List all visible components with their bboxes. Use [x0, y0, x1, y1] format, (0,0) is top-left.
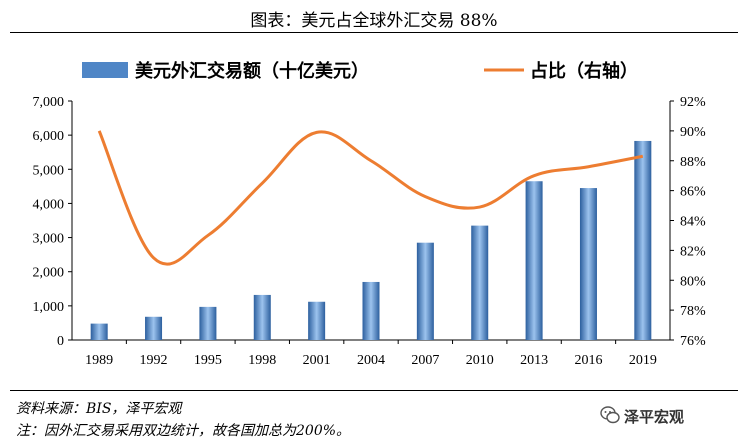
x-tick-label: 2007 [411, 353, 439, 368]
x-tick-label: 2001 [303, 353, 331, 368]
x-tick-label: 2019 [629, 353, 657, 368]
source-text: 资料来源：BIS，泽平宏观 [16, 401, 182, 417]
right-tick-label: 78% [680, 304, 706, 319]
right-tick-label: 82% [680, 244, 706, 259]
x-tick-label: 2013 [520, 353, 548, 368]
bar-1998 [253, 294, 271, 340]
right-tick-label: 80% [680, 274, 706, 289]
right-tick-label: 90% [680, 125, 706, 140]
x-tick-label: 1998 [248, 353, 276, 368]
left-tick-label: 6,000 [33, 129, 65, 144]
share-line [97, 130, 644, 266]
bar-2004 [362, 281, 380, 340]
bar-2019 [634, 140, 652, 340]
footer-divider [10, 390, 738, 391]
brand-label: 泽平宏观 [624, 408, 685, 426]
left-tick-label: 7,000 [33, 95, 65, 110]
right-tick-label: 92% [680, 95, 706, 110]
right-tick-label: 88% [680, 155, 706, 170]
title-divider [10, 32, 738, 33]
note-text: 注：因外汇交易采用双边统计，故各国加总为200%。 [16, 423, 351, 439]
x-tick-label: 1995 [194, 353, 222, 368]
legend: 美元外汇交易额（十亿美元） 占比（右轴） [82, 60, 638, 82]
bar-2007 [416, 242, 434, 340]
bar-2001 [308, 301, 326, 340]
legend-bar-label: 美元外汇交易额（十亿美元） [135, 60, 369, 82]
x-tick-label: 2016 [574, 353, 602, 368]
left-tick-label: 5,000 [33, 163, 65, 178]
right-tick-label: 84% [680, 215, 706, 230]
bar-1992 [145, 316, 163, 340]
right-tick-label: 76% [680, 334, 706, 349]
legend-bar-swatch [82, 62, 128, 78]
bar-series [90, 140, 652, 340]
left-tick-label: 2,000 [33, 266, 65, 281]
legend-line-label: 占比（右轴） [530, 60, 638, 82]
x-tick-label: 1992 [140, 353, 168, 368]
bar-2016 [579, 188, 597, 340]
line-series [97, 130, 644, 266]
left-tick-label: 0 [57, 334, 64, 349]
bar-2013 [525, 181, 543, 340]
left-tick-label: 1,000 [33, 300, 65, 315]
x-tick-label: 2004 [357, 353, 385, 368]
x-tick-label: 2010 [466, 353, 494, 368]
right-tick-label: 86% [680, 185, 706, 200]
chart-title: 图表：美元占全球外汇交易 88% [250, 11, 498, 31]
x-tick-label: 1989 [85, 353, 113, 368]
axes: 0 1,000 2,000 3,000 4,000 5,000 6,000 7,000 76% 7… [33, 95, 707, 368]
bar-1989 [90, 323, 108, 340]
wechat-icon [600, 406, 620, 424]
bar-1995 [199, 306, 217, 340]
left-tick-label: 3,000 [33, 232, 65, 247]
bar-2010 [471, 225, 489, 340]
left-tick-label: 4,000 [33, 197, 65, 212]
